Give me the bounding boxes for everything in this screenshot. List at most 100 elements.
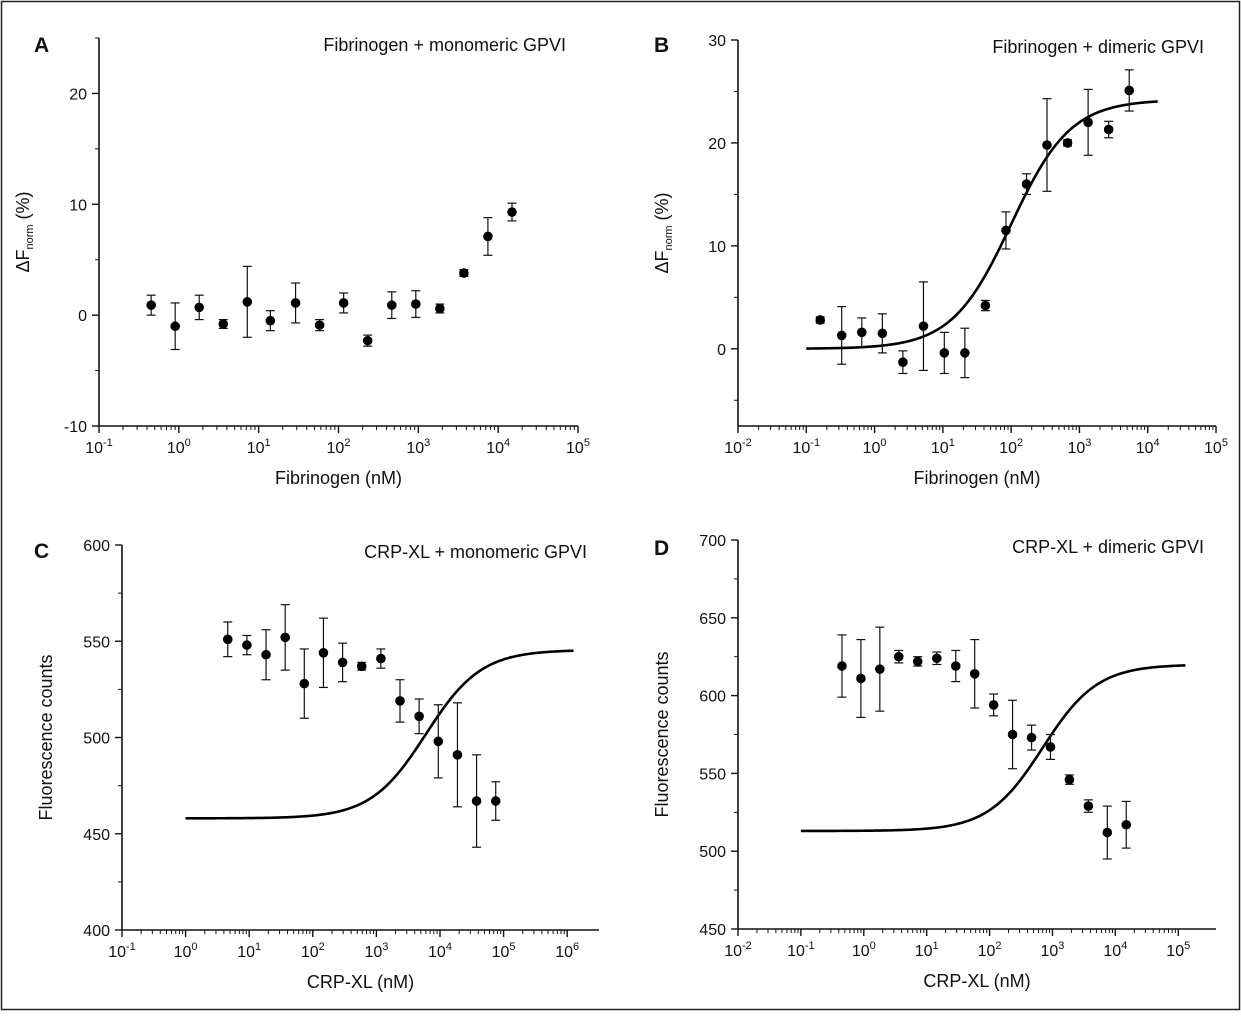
x-tick-label: 10-1: [792, 437, 820, 457]
data-point: [337, 657, 348, 668]
x-axis-label: Fibrinogen (nM): [913, 468, 1040, 488]
data-point: [980, 300, 991, 311]
chart-title: Fibrinogen + monomeric GPVI: [323, 35, 566, 55]
x-tick-label: 103: [406, 437, 430, 457]
data-point: [877, 328, 888, 339]
data-point: [950, 661, 961, 671]
panel-d: 10-2 10-1 100 101 102 103 104 105 450 500 550 600 65…: [652, 533, 1216, 991]
panel-label: A: [34, 34, 49, 57]
x-tick-label: 104: [486, 437, 510, 457]
data-point: [1064, 774, 1075, 785]
data-point: [261, 649, 271, 660]
x-tick-label: 104: [1136, 437, 1160, 457]
data-point: [1124, 85, 1135, 96]
data-point: [194, 302, 205, 313]
panel-c: 10-1 100 101 102 103 104 105 106 400 450 500 550 600…: [34, 538, 599, 992]
data-point: [222, 634, 233, 645]
x-tick-label: 100: [863, 437, 887, 457]
data-point: [146, 300, 156, 310]
x-tick-label: 105: [1166, 940, 1190, 960]
data-point: [376, 653, 386, 664]
y-tick-label: 500: [83, 731, 110, 748]
data-point: [988, 700, 999, 710]
x-tick-label: 106: [555, 941, 579, 961]
data-point: [960, 348, 970, 358]
y-tick-label: 550: [699, 766, 726, 783]
data-point: [290, 298, 301, 308]
x-tick-label: 102: [327, 437, 351, 457]
chart-title: Fibrinogen + dimeric GPVI: [992, 37, 1204, 57]
data-point: [483, 231, 493, 242]
y-tick-label: 30: [708, 33, 726, 50]
data-point: [170, 321, 180, 332]
panel-a: 10-1 100 101 102 103 104 105 -10 0 10 20 Fibrinogen…: [13, 34, 590, 488]
data-point: [242, 640, 252, 650]
y-tick-label: 500: [699, 844, 726, 861]
data-point: [395, 696, 405, 706]
data-point: [218, 319, 229, 329]
data-point: [1083, 117, 1093, 128]
x-tick-label: 102: [978, 940, 1002, 960]
data-point: [299, 678, 310, 689]
fit-curve: [800, 664, 1186, 833]
data-point: [875, 664, 885, 674]
data-point: [318, 648, 329, 658]
panel-label: D: [654, 537, 669, 560]
data-point: [459, 268, 469, 278]
data-point: [452, 750, 463, 760]
x-tick-label: 100: [852, 940, 876, 960]
x-tick-label: 105: [492, 941, 516, 961]
fit-curve: [806, 100, 1158, 350]
data-point: [265, 315, 276, 326]
data-point: [836, 330, 847, 341]
fit-curve: [185, 649, 574, 820]
data-point: [969, 669, 980, 679]
x-axis-label: CRP-XL (nM): [923, 971, 1030, 991]
chart-title: CRP-XL + monomeric GPVI: [364, 542, 587, 562]
panel-label: B: [654, 34, 669, 57]
data-point: [414, 711, 424, 722]
y-tick-label: 10: [69, 197, 87, 214]
x-axis-label: CRP-XL (nM): [307, 972, 414, 992]
data-point: [338, 298, 349, 308]
data-point: [386, 300, 397, 310]
data-point: [280, 632, 290, 643]
y-axis-label: ΔFnorm (%): [652, 192, 675, 273]
y-tick-label: 600: [83, 538, 110, 555]
data-point: [893, 651, 904, 662]
y-axis-label: Fluorescence counts: [652, 651, 672, 817]
x-tick-label: 100: [174, 941, 198, 961]
x-axis-label: Fibrinogen (nM): [275, 468, 402, 488]
y-tick-label: 450: [83, 827, 110, 844]
data-point: [918, 321, 929, 331]
data-point: [856, 327, 867, 338]
y-tick-label: 0: [717, 342, 726, 359]
data-point: [1062, 138, 1073, 148]
data-point: [507, 207, 517, 217]
data-point: [912, 656, 923, 667]
data-point: [932, 653, 942, 664]
y-tick-label: 10: [708, 239, 726, 256]
x-tick-label: 103: [364, 941, 388, 961]
data-point: [1007, 729, 1018, 740]
y-axis-label: Fluorescence counts: [36, 654, 56, 820]
data-point: [1103, 124, 1114, 135]
x-tick-label: 105: [1204, 437, 1228, 457]
data-point: [471, 796, 482, 806]
y-tick-label: 400: [83, 923, 110, 940]
y-tick-label: 650: [699, 611, 726, 628]
x-tick-label: 105: [566, 437, 590, 457]
x-tick-label: 101: [915, 940, 939, 960]
data-point: [314, 320, 325, 330]
y-tick-label: -10: [64, 419, 87, 436]
data-point: [362, 335, 373, 346]
data-point: [837, 661, 847, 671]
data-point: [356, 661, 367, 672]
data-point: [1026, 732, 1037, 743]
x-tick-label: 101: [237, 941, 261, 961]
data-point: [815, 315, 826, 325]
x-tick-label: 10-2: [724, 940, 752, 960]
